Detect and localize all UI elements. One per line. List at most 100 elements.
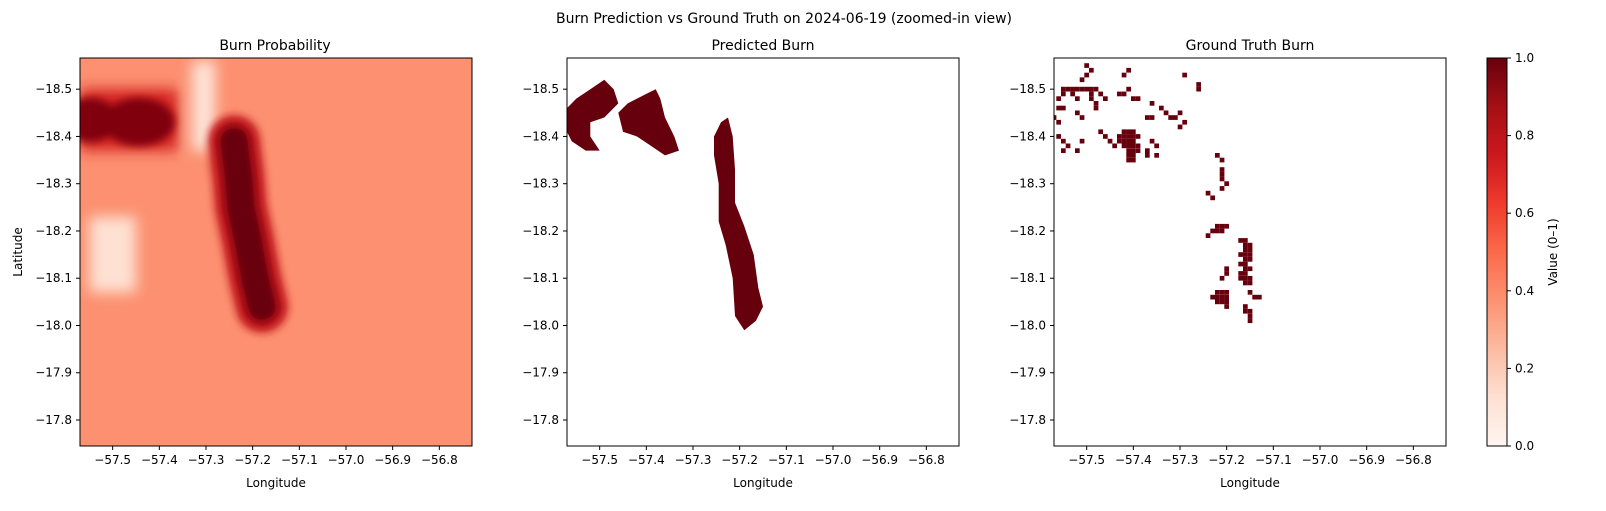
predicted-burn-frame bbox=[566, 57, 960, 447]
burned-pixel bbox=[1243, 275, 1248, 281]
y-tick-label: −18.0 bbox=[522, 318, 559, 332]
chart-burn-probability: Burn Probability −57.5 −57.4 −57.3 −57.2 −57… bbox=[11, 38, 473, 490]
burned-pixel bbox=[1219, 186, 1225, 191]
burned-pixel bbox=[1173, 115, 1178, 120]
y-tick-label: −18.5 bbox=[35, 82, 72, 96]
burned-pixel bbox=[1243, 252, 1248, 257]
colorbar-tick-label: 1.0 bbox=[1515, 51, 1534, 65]
burned-pixel bbox=[1247, 290, 1253, 295]
x-tick-label: −56.9 bbox=[374, 453, 411, 467]
colorbar-ticks: 0.0 0.2 0.4 0.6 0.8 1.0 bbox=[1507, 51, 1534, 453]
burned-pixel bbox=[1061, 86, 1066, 92]
x-tick-label: −57.3 bbox=[1162, 453, 1199, 467]
predicted-burn-title: Predicted Burn bbox=[711, 38, 814, 54]
burned-pixel bbox=[1121, 138, 1127, 144]
burned-pixel bbox=[1243, 304, 1248, 309]
burned-pixel bbox=[1131, 129, 1136, 135]
burn-probability-frame bbox=[79, 57, 473, 447]
y-tick-label: −17.8 bbox=[522, 413, 559, 427]
burned-pixel bbox=[1215, 153, 1220, 158]
x-tick-label: −57.5 bbox=[1068, 453, 1105, 467]
y-tick-label: −18.1 bbox=[35, 271, 72, 285]
burned-pixel bbox=[1243, 271, 1248, 276]
burned-pixel bbox=[1247, 257, 1253, 262]
y-tick-label: −17.9 bbox=[35, 366, 72, 380]
burned-pixel bbox=[1219, 176, 1225, 182]
burned-pixel bbox=[1154, 153, 1159, 158]
x-tick-label: −57.0 bbox=[328, 453, 365, 467]
low-probability-region bbox=[192, 60, 216, 151]
y-tick-label: −18.0 bbox=[35, 318, 72, 332]
burn-probability-heatmap bbox=[80, 58, 472, 446]
y-tick-label: −18.3 bbox=[1009, 177, 1046, 191]
burned-pixel bbox=[1089, 67, 1094, 73]
colorbar-tick-label: 0.0 bbox=[1515, 439, 1534, 453]
burned-pixel bbox=[1079, 115, 1085, 120]
x-tick-label: −57.2 bbox=[1208, 453, 1245, 467]
burned-pixel bbox=[1079, 77, 1085, 83]
y-tick-label: −18.1 bbox=[1009, 271, 1046, 285]
burned-pixel bbox=[1238, 261, 1243, 267]
burned-pixel bbox=[1061, 138, 1066, 144]
burned-pixel bbox=[1159, 105, 1164, 111]
colorbar: 0.0 0.2 0.4 0.6 0.8 1.0 Value (0–1) bbox=[1486, 51, 1560, 453]
y-tick-label: −18.2 bbox=[1009, 224, 1046, 238]
colorbar-tick-label: 0.6 bbox=[1515, 206, 1534, 220]
burned-pixel bbox=[1093, 86, 1099, 92]
burned-pixel bbox=[1219, 275, 1225, 281]
burned-pixel bbox=[1247, 313, 1253, 319]
y-tick-label: −17.8 bbox=[35, 413, 72, 427]
burned-pixel bbox=[1243, 266, 1248, 272]
burned-pixel bbox=[1135, 148, 1141, 153]
burned-pixel bbox=[1238, 252, 1243, 257]
burned-pixel bbox=[1126, 153, 1131, 158]
ground-truth-xlabel: Longitude bbox=[1220, 476, 1280, 490]
burned-pixel bbox=[1243, 261, 1248, 267]
burned-pixel bbox=[1075, 148, 1080, 153]
burned-pixel bbox=[1257, 294, 1262, 300]
burn-probability-title: Burn Probability bbox=[219, 38, 330, 54]
x-tick-label: −57.4 bbox=[1115, 453, 1152, 467]
burned-pixel bbox=[1215, 294, 1220, 300]
y-tick-label: −18.3 bbox=[35, 177, 72, 191]
burned-pixel bbox=[1056, 105, 1061, 111]
burned-pixel bbox=[1098, 129, 1103, 135]
burned-pixel bbox=[1126, 67, 1131, 73]
burned-pixel bbox=[1219, 290, 1225, 295]
burned-pixel bbox=[1065, 86, 1071, 92]
burned-pixel bbox=[1065, 143, 1071, 149]
burned-pixel bbox=[1247, 318, 1253, 324]
burned-pixel bbox=[1126, 134, 1131, 139]
burn-probability-ylabel: Latitude bbox=[11, 227, 25, 276]
burned-pixel bbox=[1070, 86, 1075, 92]
burned-pixel bbox=[1084, 86, 1089, 92]
burned-pixel bbox=[1210, 294, 1215, 300]
burned-pixel bbox=[1070, 91, 1075, 97]
x-tick-label: −56.9 bbox=[861, 453, 898, 467]
y-tick-label: −18.0 bbox=[1009, 318, 1046, 332]
x-tick-label: −56.9 bbox=[1348, 453, 1385, 467]
burned-pixel bbox=[1243, 242, 1248, 248]
burned-pixel bbox=[1061, 91, 1066, 97]
colorbar-label: Value (0–1) bbox=[1546, 218, 1560, 285]
predicted-burn-ticks: −57.5 −57.4 −57.3 −57.2 −57.1 −57.0 −56.9 −56.8… bbox=[522, 82, 945, 467]
colorbar-gradient bbox=[1486, 57, 1508, 447]
burned-pixel bbox=[1154, 143, 1159, 149]
burned-pixel bbox=[1224, 266, 1229, 272]
y-tick-label: −18.5 bbox=[522, 82, 559, 96]
burned-pixel bbox=[1219, 167, 1225, 172]
y-tick-label: −18.4 bbox=[35, 129, 72, 143]
burned-pixel bbox=[1117, 134, 1122, 139]
burned-pixel bbox=[1061, 148, 1066, 153]
burned-pixel bbox=[1117, 138, 1122, 144]
burned-pixel bbox=[1131, 96, 1136, 101]
burned-pixel bbox=[1126, 143, 1131, 149]
burned-pixel bbox=[1219, 171, 1225, 177]
y-tick-label: −18.1 bbox=[522, 271, 559, 285]
y-tick-label: −18.3 bbox=[522, 177, 559, 191]
burned-pixel bbox=[1219, 294, 1225, 300]
burned-pixel bbox=[1121, 72, 1127, 78]
burned-pixel bbox=[1247, 266, 1253, 272]
burned-pixel bbox=[1126, 129, 1131, 135]
burned-pixel bbox=[1056, 119, 1061, 125]
